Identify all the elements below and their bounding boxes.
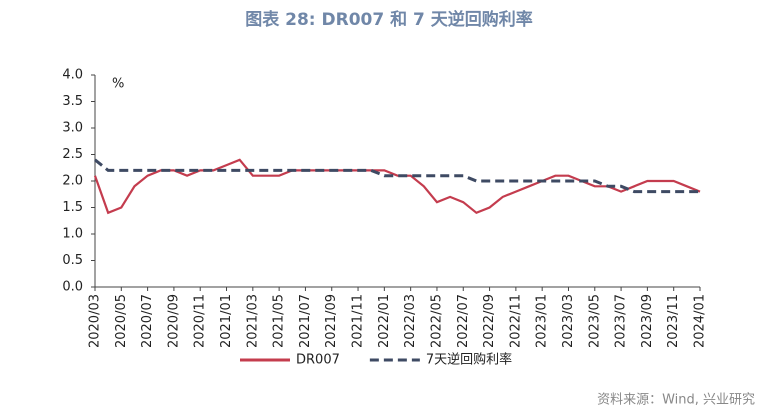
series-line bbox=[93, 158, 701, 215]
x-tick-label: 2022/09 bbox=[482, 294, 497, 348]
x-tick-label: 2022/05 bbox=[429, 294, 444, 348]
series-line bbox=[94, 158, 700, 194]
x-tick-label: 2021/03 bbox=[245, 294, 260, 348]
x-tick-label: 2021/11 bbox=[351, 294, 366, 348]
x-tick-label: 2022/03 bbox=[403, 294, 418, 348]
y-tick-label: 1.0 bbox=[62, 227, 83, 242]
x-tick-label: 2023/09 bbox=[640, 294, 655, 348]
y-tick-label: 3.5 bbox=[62, 94, 83, 109]
x-tick-label: 2021/05 bbox=[272, 294, 287, 348]
y-tick-label: 4.0 bbox=[62, 68, 83, 83]
x-tick-label: 2022/01 bbox=[377, 294, 392, 348]
source: 资料来源：Wind, 兴业研究 bbox=[597, 393, 755, 408]
x-tick-label: 2020/03 bbox=[88, 294, 103, 348]
x-tick-label: 2020/07 bbox=[140, 294, 155, 348]
x-tick-label: 2021/01 bbox=[219, 294, 234, 348]
y-tick-label: 2.0 bbox=[62, 174, 83, 189]
y-tick-label: 1.5 bbox=[62, 200, 83, 215]
x-tick-label: 2020/09 bbox=[166, 294, 181, 348]
y-tick-label: 0.0 bbox=[62, 280, 83, 295]
y-tick-label: 2.5 bbox=[62, 147, 83, 162]
x-tick-label: 2020/05 bbox=[114, 294, 129, 348]
x-tick-label: 2023/05 bbox=[587, 294, 602, 348]
chart-title: 图表 28: DR007 和 7 天逆回购利率 bbox=[245, 9, 533, 30]
x-tick-label: 2023/11 bbox=[666, 294, 681, 348]
x-tick-label: 2023/01 bbox=[535, 294, 550, 348]
y-tick-label: 0.5 bbox=[62, 253, 83, 268]
legend-label: 7天逆回购利率 bbox=[426, 352, 512, 368]
x-tick-label: 2023/03 bbox=[561, 294, 576, 348]
x-tick-label: 2024/01 bbox=[693, 294, 708, 348]
x-tick-label: 2020/11 bbox=[193, 294, 208, 348]
x-tick-label: 2021/09 bbox=[324, 294, 339, 348]
x-tick-label: 2021/07 bbox=[298, 294, 313, 348]
x-tick-label: 2023/07 bbox=[614, 294, 629, 348]
y-tick-label: 3.0 bbox=[62, 121, 83, 136]
x-tick-label: 2022/07 bbox=[456, 294, 471, 348]
unit-label: % bbox=[112, 77, 124, 92]
legend-label: DR007 bbox=[296, 353, 340, 368]
x-tick-label: 2022/11 bbox=[508, 294, 523, 348]
